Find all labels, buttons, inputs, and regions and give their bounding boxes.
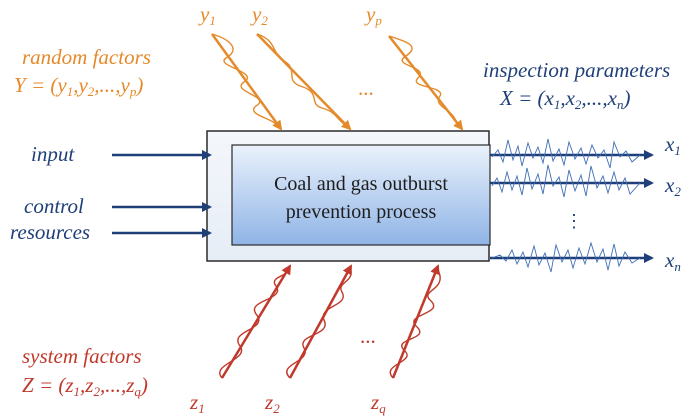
process-label-line2: prevention process: [285, 201, 437, 223]
formula-eq: = (: [25, 73, 58, 97]
formula-sub: 2: [87, 84, 95, 99]
output-signal-1: [491, 138, 641, 169]
inspection-formula: X = (x1,x2,...,xn): [500, 86, 631, 112]
random-signal-2: [256, 33, 345, 125]
random-signal-p: [388, 35, 457, 123]
process-label-line1: Coal and gas outburst: [274, 173, 448, 195]
formula-var: y: [57, 73, 67, 97]
formula-var: y: [120, 73, 130, 97]
random-factors-title: random factors: [22, 45, 151, 69]
output-signal-2: [491, 164, 641, 198]
random-var-1: y1: [200, 2, 216, 28]
output-ellipsis: ⋮: [565, 211, 583, 231]
input-label: input: [31, 142, 75, 166]
output-signal-n: [491, 241, 641, 273]
system-factors-title: system factors: [22, 344, 142, 368]
random-arrow-1: [210, 33, 283, 131]
formula-close: ): [136, 73, 144, 97]
random-ellipsis: ...: [358, 76, 374, 100]
system-arrow-2: [288, 264, 353, 379]
output-var-1: x1: [665, 132, 681, 158]
system-signal-2: [286, 267, 352, 379]
system-factors-formula: Z = (z1,z2,...,zq): [22, 373, 148, 399]
formula-var: y: [78, 73, 88, 97]
random-arrow-2: [256, 33, 352, 131]
system-signal-q: [389, 269, 441, 379]
system-var-1: z1: [190, 390, 205, 416]
output-var-n: xn: [665, 248, 681, 274]
inspection-title: inspection parameters: [483, 58, 671, 82]
process-inner-box: [231, 144, 491, 246]
random-arrow-p: [388, 35, 464, 131]
formula-dots: ,...,: [94, 73, 121, 97]
random-var-p: yp: [366, 2, 382, 28]
system-arrow-q: [391, 264, 440, 379]
formula-sub: 1: [66, 84, 74, 99]
control-label: control: [24, 194, 84, 218]
random-signal-1: [211, 33, 277, 125]
system-var-2: z2: [265, 390, 280, 416]
random-var-2: y2: [252, 2, 268, 28]
system-var-q: zq: [371, 390, 386, 416]
system-ellipsis: ...: [360, 324, 376, 348]
resources-label: resources: [10, 220, 91, 244]
system-signal-1: [219, 267, 290, 379]
output-var-2: x2: [665, 173, 681, 199]
formula-lhs: Y: [14, 73, 26, 97]
formula-sub: p: [129, 84, 137, 99]
process-label: Coal and gas outburst prevention process: [232, 170, 490, 226]
random-factors-formula: Y = (y1,y2,...,yp): [14, 73, 144, 99]
